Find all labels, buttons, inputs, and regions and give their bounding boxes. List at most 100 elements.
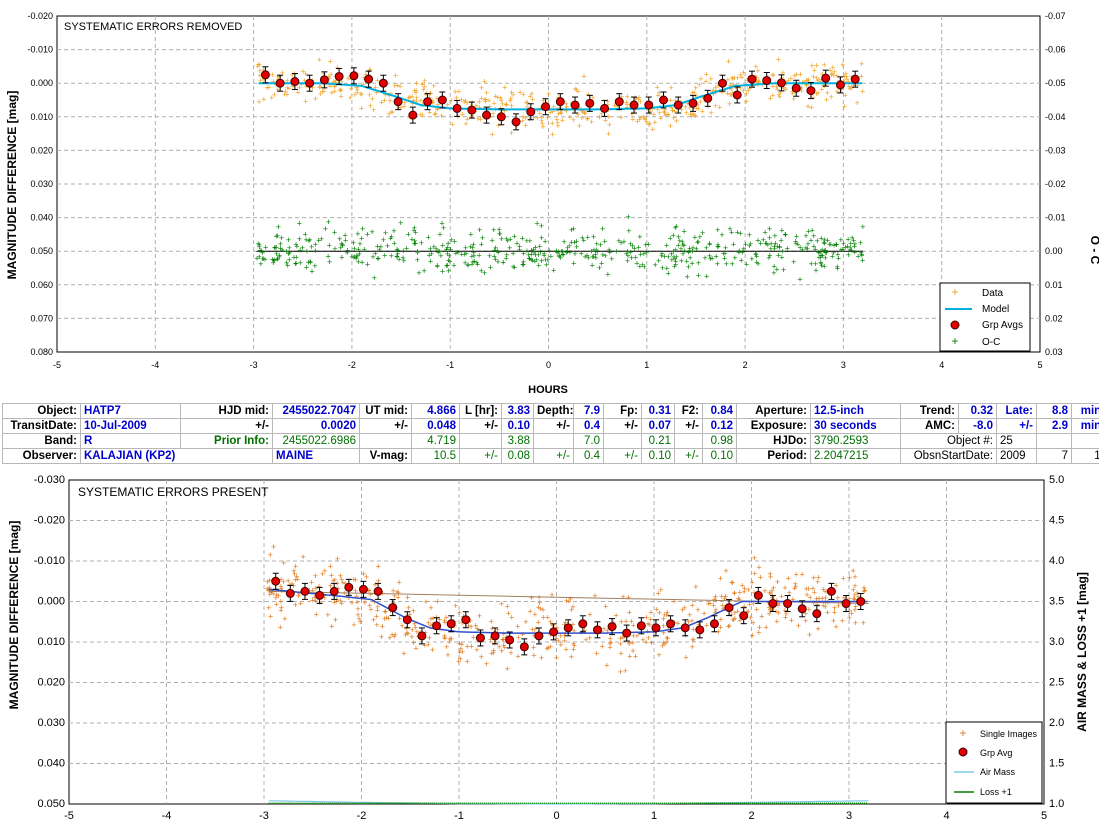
single-image-point: +: [693, 83, 698, 93]
single-image-point: +: [278, 622, 283, 632]
oc-point: +: [766, 253, 771, 263]
single-image-point: +: [619, 113, 624, 123]
single-image-point: +: [550, 106, 555, 116]
single-image-point: +: [523, 617, 528, 627]
single-image-point: +: [550, 119, 555, 129]
depth-value: 7.9: [573, 403, 604, 419]
single-image-point: +: [773, 607, 778, 617]
single-image-point: +: [829, 70, 834, 80]
oc-point: +: [822, 262, 827, 272]
oc-point: +: [564, 248, 569, 258]
info-row-4: Observer: KALAJIAN (KP2) MAINE V-mag: 10…: [2, 448, 1099, 464]
oc-point: +: [428, 257, 433, 267]
single-image-point: +: [313, 596, 318, 606]
oc-point: +: [696, 258, 701, 268]
oc-point: +: [365, 230, 370, 240]
single-image-point: +: [664, 637, 669, 647]
single-image-point: +: [707, 599, 712, 609]
single-image-point: +: [332, 575, 337, 585]
grp-avg-point: [437, 95, 447, 105]
single-image-point: +: [388, 89, 393, 99]
oc-point: +: [780, 247, 785, 257]
single-image-point: +: [339, 91, 344, 101]
oc-point: +: [686, 262, 691, 272]
oc-point: +: [511, 262, 516, 272]
single-image-point: +: [750, 578, 755, 588]
grp-avg-point: [747, 74, 757, 84]
oc-point: +: [409, 234, 414, 244]
single-image-point: +: [790, 87, 795, 97]
single-image-point: +: [768, 604, 773, 614]
single-image-point: +: [554, 623, 559, 633]
single-image-point: +: [775, 84, 780, 94]
grp-avg-point: [614, 97, 624, 107]
single-image-point: +: [709, 108, 714, 118]
single-image-point: +: [413, 623, 418, 633]
single-image-point: +: [771, 583, 776, 593]
oc-point: +: [785, 244, 790, 254]
single-image-point: +: [471, 633, 476, 643]
single-image-point: +: [410, 91, 415, 101]
single-image-point: +: [505, 664, 510, 674]
single-image-point: +: [770, 91, 775, 101]
single-image-point: +: [662, 108, 667, 118]
x-tick-label: -2: [348, 360, 356, 370]
single-image-point: +: [339, 575, 344, 585]
single-image-point: +: [550, 129, 555, 139]
oc-point: +: [260, 248, 265, 258]
single-image-point: +: [608, 633, 613, 643]
oc-point: +: [795, 239, 800, 249]
single-image-point: +: [568, 594, 573, 604]
single-image-point: +: [626, 639, 631, 649]
single-image-point: +: [358, 617, 363, 627]
single-image-point: +: [573, 84, 578, 94]
y2-tick-label: -0.05: [1045, 78, 1066, 88]
single-image-point: +: [736, 593, 741, 603]
single-image-point: +: [354, 591, 359, 601]
single-image-point: +: [821, 585, 826, 595]
single-image-point: +: [291, 581, 296, 591]
oc-point: +: [848, 243, 853, 253]
single-image-point: +: [266, 603, 271, 613]
single-image-point: +: [407, 92, 412, 102]
grp-avg-point: [432, 621, 442, 631]
depth-pm-value: 0.4: [573, 418, 604, 434]
single-image-point: +: [564, 106, 569, 116]
f2-prior-pm-value: 0.10: [702, 448, 737, 464]
oc-point: +: [365, 259, 370, 269]
oc-point: +: [451, 260, 456, 270]
single-image-point: +: [782, 583, 787, 593]
oc-point: +: [412, 239, 417, 249]
grp-avg-point: [505, 635, 515, 645]
y-tick-label: 0.000: [37, 596, 65, 608]
single-image-point: +: [374, 612, 379, 622]
oc-point: +: [412, 236, 417, 246]
oc-point: +: [514, 239, 519, 249]
oc-point: +: [815, 236, 820, 246]
hjd-pm-label: +/-: [180, 418, 273, 434]
hjdo-label: HJDo:: [736, 433, 811, 449]
single-image-point: +: [275, 72, 280, 82]
single-image-point: +: [861, 583, 866, 593]
oc-point: +: [626, 212, 631, 222]
single-image-point: +: [713, 83, 718, 93]
single-image-point: +: [562, 636, 567, 646]
oc-point: +: [309, 242, 314, 252]
single-image-point: +: [421, 85, 426, 95]
single-image-point: +: [569, 652, 574, 662]
oc-point: +: [527, 254, 532, 264]
single-image-point: +: [805, 76, 810, 86]
single-image-point: +: [499, 106, 504, 116]
single-image-point: +: [310, 585, 315, 595]
grp-avg-point: [578, 619, 588, 629]
single-image-point: +: [356, 614, 361, 624]
oc-point: +: [377, 245, 382, 255]
oc-point: +: [591, 245, 596, 255]
single-image-point: +: [392, 631, 397, 641]
y-tick-label: 0.030: [37, 717, 65, 729]
single-image-point: +: [539, 116, 544, 126]
single-image-point: +: [670, 105, 675, 115]
single-image-point: +: [387, 633, 392, 643]
single-image-point: +: [579, 113, 584, 123]
x-tick-label: 5: [1037, 360, 1042, 370]
